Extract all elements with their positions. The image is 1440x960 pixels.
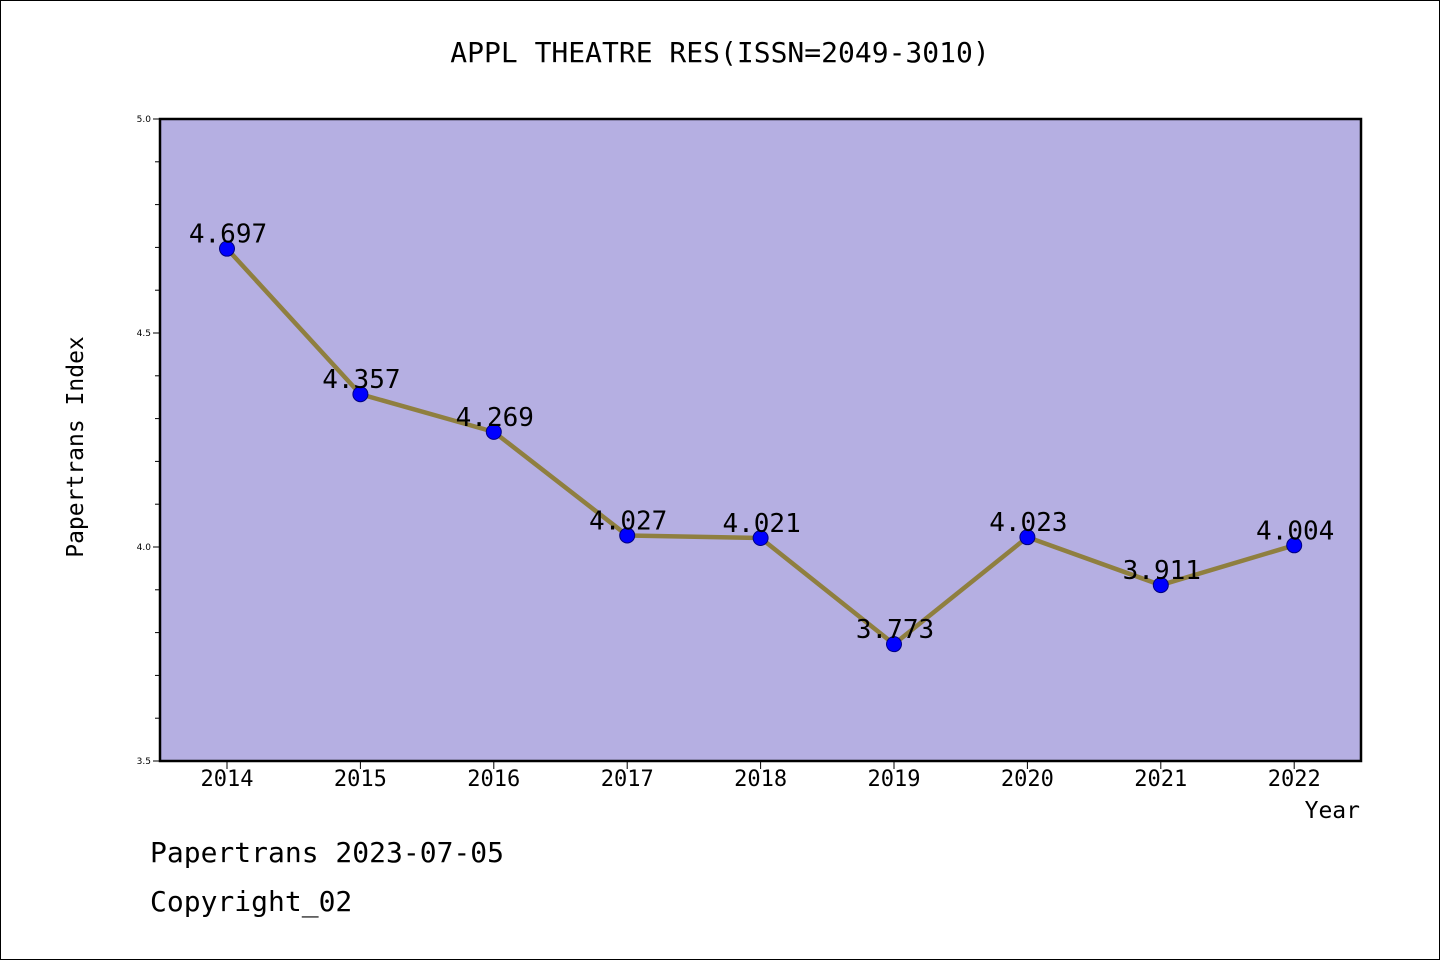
x-tick-label: 2015 bbox=[334, 767, 387, 792]
footer-date: Papertrans 2023-07-05 bbox=[150, 836, 505, 869]
data-label: 4.023 bbox=[989, 508, 1067, 538]
data-label: 4.004 bbox=[1256, 516, 1334, 546]
y-tick-label: 5.0 bbox=[137, 115, 152, 125]
x-tick-label: 2021 bbox=[1134, 767, 1187, 792]
data-point bbox=[1152, 577, 1169, 594]
chart-title: APPL THEATRE RES(ISSN=2049-3010) bbox=[450, 36, 990, 69]
x-tick-label: 2014 bbox=[201, 767, 254, 792]
footer-copyright: Copyright_02 bbox=[150, 885, 353, 918]
data-label: 4.021 bbox=[722, 509, 800, 539]
data-label: 4.269 bbox=[456, 403, 534, 433]
x-tick-label: 2020 bbox=[1001, 767, 1054, 792]
data-point bbox=[886, 636, 902, 653]
data-point bbox=[352, 386, 369, 403]
data-label: 3.773 bbox=[856, 615, 934, 645]
plot-area bbox=[160, 119, 1361, 761]
data-point bbox=[219, 240, 235, 257]
x-tick-label: 2017 bbox=[601, 767, 654, 792]
data-label: 4.027 bbox=[589, 506, 667, 536]
data-label: 4.697 bbox=[189, 220, 267, 250]
data-point bbox=[485, 423, 502, 440]
data-point bbox=[619, 527, 636, 544]
x-tick-label: 2022 bbox=[1268, 767, 1321, 792]
data-point bbox=[1286, 537, 1303, 554]
y-tick-label: 4.5 bbox=[137, 329, 151, 339]
x-tick-label: 2019 bbox=[868, 767, 921, 792]
plot-border bbox=[158, 117, 1363, 763]
data-label: 3.911 bbox=[1123, 556, 1201, 586]
data-point bbox=[1019, 529, 1036, 546]
x-tick-label: 2018 bbox=[734, 767, 787, 792]
x-tick-label: 2016 bbox=[467, 767, 520, 792]
data-label: 4.357 bbox=[322, 365, 400, 395]
data-point bbox=[752, 530, 769, 547]
y-tick-label: 3.5 bbox=[137, 757, 151, 767]
y-tick-label: 4.0 bbox=[137, 543, 152, 553]
x-axis-label: Year bbox=[1304, 798, 1360, 824]
